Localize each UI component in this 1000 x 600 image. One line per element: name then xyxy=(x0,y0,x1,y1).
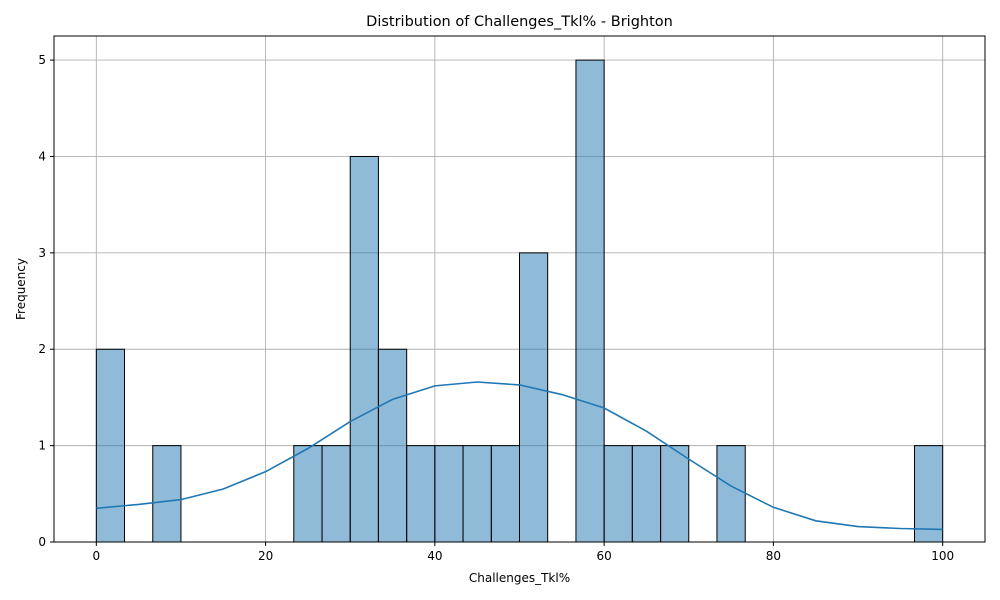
histogram-bar xyxy=(293,445,323,543)
histogram-bar xyxy=(716,445,746,543)
x-tick-label: 20 xyxy=(258,549,273,563)
y-tick-label: 3 xyxy=(38,246,46,260)
x-tick-label: 100 xyxy=(931,549,954,563)
plot-frame xyxy=(53,35,986,543)
histogram-bar xyxy=(660,445,690,543)
y-tick-label: 0 xyxy=(38,535,46,549)
histogram-bar xyxy=(603,445,633,543)
histogram-bar xyxy=(349,155,379,543)
y-axis-ticks: 0 1 2 3 4 5 xyxy=(38,53,54,549)
x-tick-label: 80 xyxy=(766,549,781,563)
x-tick-label: 0 xyxy=(92,549,100,563)
histogram-bar xyxy=(519,252,549,543)
x-axis-label: Challenges_Tkl% xyxy=(469,571,570,585)
histogram-bar xyxy=(95,348,126,543)
histogram-bars xyxy=(95,59,944,543)
histogram-bar xyxy=(152,445,182,543)
x-axis-ticks: 0 20 40 60 80 100 xyxy=(92,542,954,563)
histogram-bar xyxy=(377,348,408,543)
chart-title: Distribution of Challenges_Tkl% - Bright… xyxy=(366,14,673,30)
histogram-bar xyxy=(462,445,492,543)
y-axis-label: Frequency xyxy=(14,258,28,320)
y-tick-label: 1 xyxy=(38,439,46,453)
y-tick-label: 2 xyxy=(38,342,46,356)
y-tick-label: 4 xyxy=(38,149,46,163)
x-tick-label: 40 xyxy=(427,549,442,563)
histogram-bar xyxy=(490,445,521,543)
histogram-bar xyxy=(575,59,605,543)
histogram-bar xyxy=(321,445,351,543)
kde-curve xyxy=(96,381,943,531)
y-tick-label: 5 xyxy=(38,53,46,67)
histogram-bar xyxy=(434,445,464,543)
histogram-bar xyxy=(406,445,436,543)
x-tick-label: 60 xyxy=(596,549,611,563)
histogram-bar xyxy=(913,445,944,543)
histogram-bar xyxy=(631,445,662,543)
